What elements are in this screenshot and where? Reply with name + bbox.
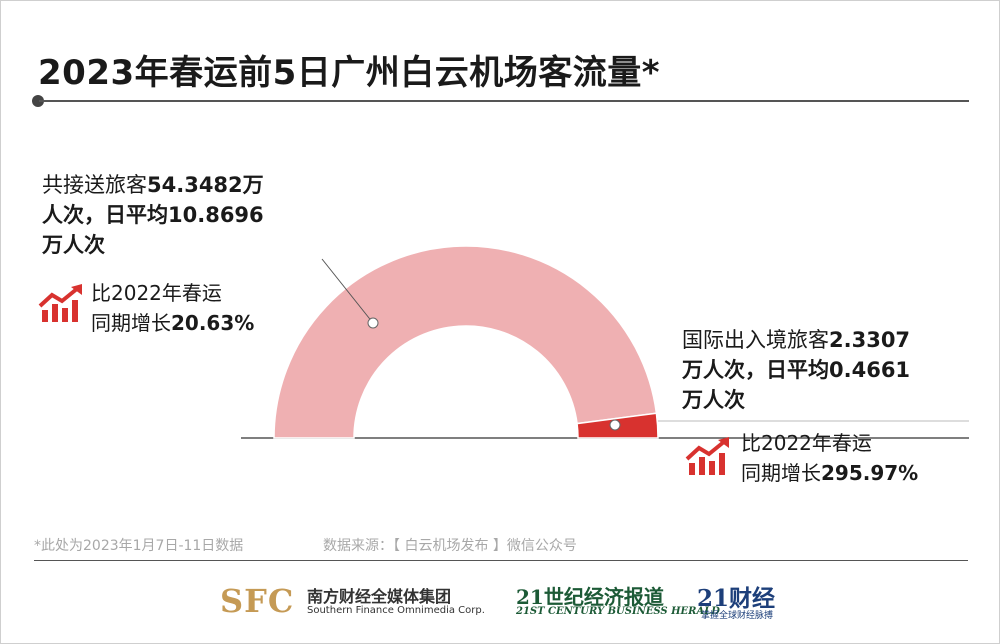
total-callout-leader	[321, 258, 374, 324]
donut-segments	[273, 245, 659, 439]
total-growth-line-1: 比2022年春运	[91, 281, 222, 305]
footer-rule	[34, 560, 968, 561]
half-donut-chart	[241, 245, 969, 439]
total-growth-prefix: 同期增长	[91, 311, 171, 335]
cai21-logo-tagline: 掌握全球财经脉搏	[701, 611, 774, 621]
sfc-logo-mark: SFC	[220, 582, 295, 620]
total-callout-dot	[367, 317, 379, 329]
intl-line2-unit: 万人次，日平均	[682, 358, 829, 382]
intl-growth-prefix: 同期增长	[741, 461, 821, 485]
sfc-logo-cn: 南方财经全媒体集团	[307, 587, 452, 606]
intl-line-2: 万人次，日平均0.4661	[682, 356, 910, 385]
total-line-1: 共接送旅客54.3482万	[42, 171, 264, 200]
intl-line-3: 万人次	[682, 386, 745, 415]
cai21-logo-cn: 21财经	[697, 585, 776, 612]
total-line2-unit: 人次，日平均	[42, 203, 168, 227]
total-value: 54.3482万	[147, 173, 264, 197]
total-line1-prefix: 共接送旅客	[42, 173, 147, 197]
c21-logo-cn: 21世纪经济报道	[516, 585, 664, 609]
intl-callout-dot	[609, 419, 621, 431]
intl-growth-value: 295.97%	[821, 461, 919, 485]
total-line-3: 万人次	[42, 231, 105, 260]
intl-growth-line-1: 比2022年春运	[741, 431, 872, 455]
total-line3-unit: 万人次	[42, 233, 105, 257]
footnote: *此处为2023年1月7日-11日数据	[34, 538, 244, 554]
trend-up-icon	[685, 437, 729, 475]
title-rule-dot	[32, 95, 44, 107]
page-title: 2023年春运前5日广州白云机场客流量*	[38, 53, 661, 93]
title-rule	[39, 100, 969, 102]
intl-daily-average: 0.4661	[829, 358, 911, 382]
trend-up-icon	[38, 284, 82, 322]
sfc-logo-en: Southern Finance Omnimedia Corp.	[307, 605, 485, 616]
intl-line1-prefix: 国际出入境旅客	[682, 328, 829, 352]
total-growth-value: 20.63%	[171, 311, 255, 335]
total-daily-average: 10.8696	[168, 203, 264, 227]
intl-line3-unit: 万人次	[682, 388, 745, 412]
total-line-2: 人次，日平均10.8696	[42, 201, 264, 230]
total-growth-line-2: 同期增长20.63%	[91, 309, 254, 337]
intl-value: 2.3307	[829, 328, 911, 352]
donut-segment-total	[273, 245, 658, 439]
c21-logo-en: 21ST CENTURY BUSINESS HERALD	[516, 606, 720, 617]
data-source: 数据来源：【 白云机场发布 】微信公众号	[323, 538, 577, 554]
intl-growth-line-2: 同期增长295.97%	[741, 459, 918, 487]
intl-line-1: 国际出入境旅客2.3307	[682, 326, 910, 355]
